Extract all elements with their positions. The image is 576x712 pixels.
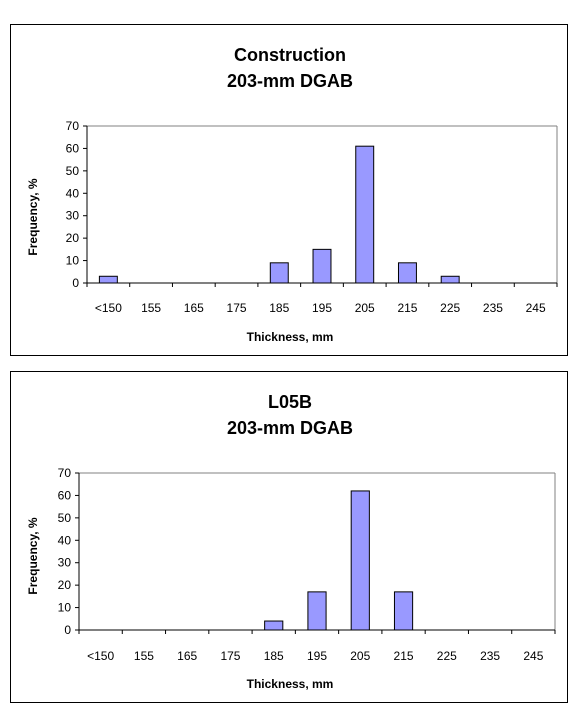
- chart-subtitle: 203-mm DGAB: [227, 418, 353, 438]
- y-tick-label: 40: [66, 186, 80, 200]
- y-tick-label: 70: [58, 466, 72, 480]
- x-tick-label: 165: [177, 649, 197, 663]
- x-tick-label: 185: [269, 301, 289, 315]
- x-tick-label: <150: [95, 301, 122, 315]
- y-tick-label: 60: [58, 488, 72, 502]
- bar-185: [269, 262, 289, 284]
- y-tick-label: 30: [66, 209, 80, 223]
- chart-construction: Construction 203-mm DGAB Thickness, mm F…: [26, 45, 558, 344]
- plot-area: 0 10 20 30 40 50 60 70 <150 155 165 175 185 195 205 215…: [58, 466, 556, 663]
- x-tick-label: 155: [134, 649, 154, 663]
- y-tick-label: 50: [66, 164, 80, 178]
- x-tick-label: 205: [355, 301, 375, 315]
- bar-225: [440, 275, 460, 284]
- x-tick-label: 215: [394, 649, 414, 663]
- x-tick-label: 195: [307, 649, 327, 663]
- x-tick-label: 155: [141, 301, 161, 315]
- bar-215: [397, 262, 417, 284]
- y-tick-label: 20: [58, 578, 72, 592]
- y-tick-label: 0: [64, 623, 71, 637]
- x-tick-label: 245: [523, 649, 543, 663]
- chart-title: Construction: [234, 45, 346, 65]
- x-tick-label: 175: [220, 649, 240, 663]
- chart-subtitle: 203-mm DGAB: [227, 71, 353, 91]
- x-tick-label: 245: [526, 301, 546, 315]
- bar-205: [355, 145, 375, 284]
- bar-215: [393, 591, 414, 631]
- y-tick-label: 20: [66, 231, 80, 245]
- y-axis-label: Frequency, %: [26, 517, 40, 594]
- y-tick-label: 40: [58, 533, 72, 547]
- x-tick-label: 225: [437, 649, 457, 663]
- bar-195: [312, 248, 332, 284]
- x-axis-label: Thickness, mm: [247, 677, 334, 691]
- bar-195: [307, 591, 327, 631]
- x-tick-label: 235: [483, 301, 503, 315]
- x-tick-label: 205: [350, 649, 370, 663]
- plot-area: 0 10 20 30 40 50 60 70 <150 155 165 175 185 195 205 215…: [66, 119, 558, 315]
- bar-<150: [98, 275, 118, 284]
- y-tick-label: 70: [66, 119, 80, 133]
- x-tick-label: 215: [397, 301, 417, 315]
- y-tick-label: 10: [66, 254, 80, 268]
- y-axis-label: Frequency, %: [26, 178, 40, 255]
- y-tick-label: 30: [58, 556, 72, 570]
- x-tick-label: 165: [184, 301, 204, 315]
- x-axis-label: Thickness, mm: [247, 330, 334, 344]
- chart-l05b: L05B 203-mm DGAB Thickness, mm Frequency…: [26, 392, 556, 691]
- bar-185: [264, 620, 284, 631]
- y-tick-label: 10: [58, 601, 72, 615]
- y-tick-label: 50: [58, 511, 72, 525]
- x-tick-label: 225: [440, 301, 460, 315]
- y-tick-label: 60: [66, 141, 80, 155]
- chart-panel-construction: Construction 203-mm DGAB Thickness, mm F…: [10, 24, 568, 356]
- chart-title: L05B: [268, 392, 312, 412]
- y-tick-label: 0: [72, 276, 79, 290]
- bar-205: [350, 490, 370, 631]
- chart-panel-l05b: L05B 203-mm DGAB Thickness, mm Frequency…: [10, 371, 568, 703]
- x-tick-label: 175: [227, 301, 247, 315]
- x-tick-label: 235: [480, 649, 500, 663]
- x-tick-label: <150: [87, 649, 114, 663]
- x-tick-label: 195: [312, 301, 332, 315]
- x-tick-label: 185: [264, 649, 284, 663]
